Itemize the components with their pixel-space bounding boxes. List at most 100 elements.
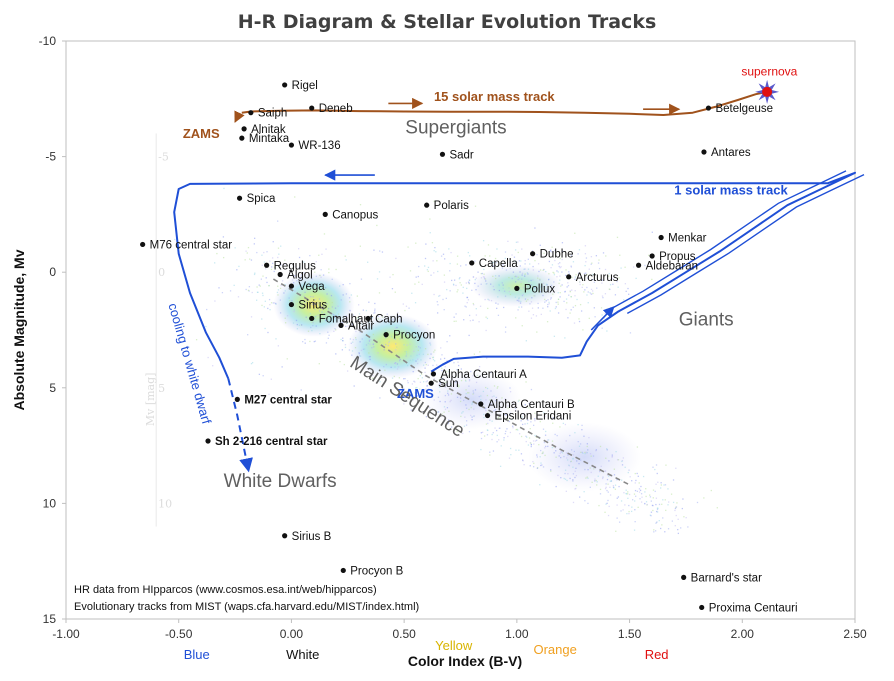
density-dot xyxy=(492,432,494,434)
density-dot xyxy=(579,496,581,498)
density-dot xyxy=(677,518,679,520)
density-dot xyxy=(418,340,421,342)
star-point xyxy=(439,151,446,157)
density-dot xyxy=(423,332,425,335)
density-dot xyxy=(677,532,680,535)
density-dot xyxy=(572,457,574,460)
density-dot xyxy=(524,275,526,277)
x-axis-ticks: -1.00 -0.50 0.00 0.50 1.00 1.50 2.00 2.50 xyxy=(52,619,867,641)
density-dot xyxy=(554,433,556,436)
density-dot xyxy=(409,343,411,345)
x-tick-label: 2.50 xyxy=(843,627,867,641)
density-dot xyxy=(294,196,296,198)
density-dot xyxy=(596,481,598,483)
density-dot xyxy=(626,513,628,515)
density-dot xyxy=(399,338,401,340)
density-dot xyxy=(495,396,497,399)
density-dot xyxy=(601,279,604,281)
density-dot xyxy=(495,261,498,264)
star-m27-central-star: M27 central star xyxy=(234,394,332,406)
density-dot xyxy=(407,246,409,248)
density-dot xyxy=(277,289,280,291)
density-dot xyxy=(359,355,362,357)
density-dot xyxy=(367,342,370,345)
supernova-burst xyxy=(755,79,780,104)
density-dot xyxy=(553,452,555,454)
density-dot xyxy=(530,421,532,423)
density-dot xyxy=(461,372,463,375)
density-dot xyxy=(373,312,375,314)
density-dot xyxy=(617,286,619,288)
density-dot xyxy=(437,411,440,413)
density-dot xyxy=(621,459,624,462)
density-dot xyxy=(421,283,423,286)
density-dot xyxy=(511,277,513,280)
density-dot xyxy=(640,485,642,488)
density-dot xyxy=(627,471,629,474)
density-dot xyxy=(295,319,298,322)
density-dot xyxy=(570,265,572,267)
density-dot xyxy=(504,257,506,260)
density-dot xyxy=(491,396,494,398)
y-tick-label: 15 xyxy=(43,612,57,626)
density-dot xyxy=(609,494,612,496)
density-dot xyxy=(505,413,507,416)
x-tick-label: 0.50 xyxy=(392,627,416,641)
density-dot xyxy=(487,244,490,246)
density-dot xyxy=(441,413,443,415)
density-dot xyxy=(474,278,476,281)
density-dot xyxy=(300,277,302,279)
density-dot xyxy=(601,282,603,284)
star-arcturus: Arcturus xyxy=(566,272,619,284)
density-dot xyxy=(672,501,675,504)
density-dot xyxy=(438,386,441,388)
density-dot xyxy=(408,387,410,390)
density-dot xyxy=(451,279,453,282)
density-dot xyxy=(299,304,302,307)
density-dot xyxy=(564,472,566,475)
density-dot xyxy=(403,403,405,405)
star-m76-central-star: M76 central star xyxy=(140,239,232,251)
star-label: Deneb xyxy=(319,103,353,115)
density-dot xyxy=(549,298,552,300)
density-dot xyxy=(483,416,485,419)
density-dot xyxy=(624,283,627,285)
density-dot xyxy=(564,274,567,277)
density-dot xyxy=(473,408,475,410)
density-dot xyxy=(680,527,682,529)
density-dot xyxy=(550,284,553,287)
density-dot xyxy=(584,289,586,291)
density-dot xyxy=(257,291,259,293)
density-dot xyxy=(628,493,631,496)
density-dot xyxy=(303,261,305,263)
x-tick-label: 2.00 xyxy=(731,627,755,641)
density-dot xyxy=(613,474,616,476)
density-dot xyxy=(474,389,477,391)
density-dot xyxy=(385,363,387,366)
density-dot xyxy=(514,296,517,298)
density-dot xyxy=(362,348,365,350)
density-dot xyxy=(577,253,579,255)
density-dot xyxy=(471,418,473,421)
density-dot xyxy=(293,310,295,313)
density-dot xyxy=(528,407,530,409)
star-proxima-centauri: Proxima Centauri xyxy=(699,602,798,614)
density-dot xyxy=(585,451,587,453)
density-dot xyxy=(334,329,337,331)
star-point xyxy=(234,396,240,402)
density-dot xyxy=(478,368,480,370)
density-dot xyxy=(255,299,258,301)
star-menkar: Menkar xyxy=(658,233,707,245)
density-dot xyxy=(438,295,440,297)
density-dot xyxy=(325,248,327,250)
star-label: Altair xyxy=(348,320,374,332)
density-dot xyxy=(300,274,303,276)
density-dot xyxy=(299,278,302,280)
density-dot xyxy=(424,390,426,392)
density-dot xyxy=(417,349,419,352)
density-dot xyxy=(359,245,362,247)
density-dot xyxy=(315,275,318,277)
1-solar-mass-track-line xyxy=(173,171,856,379)
density-dot xyxy=(596,287,598,289)
